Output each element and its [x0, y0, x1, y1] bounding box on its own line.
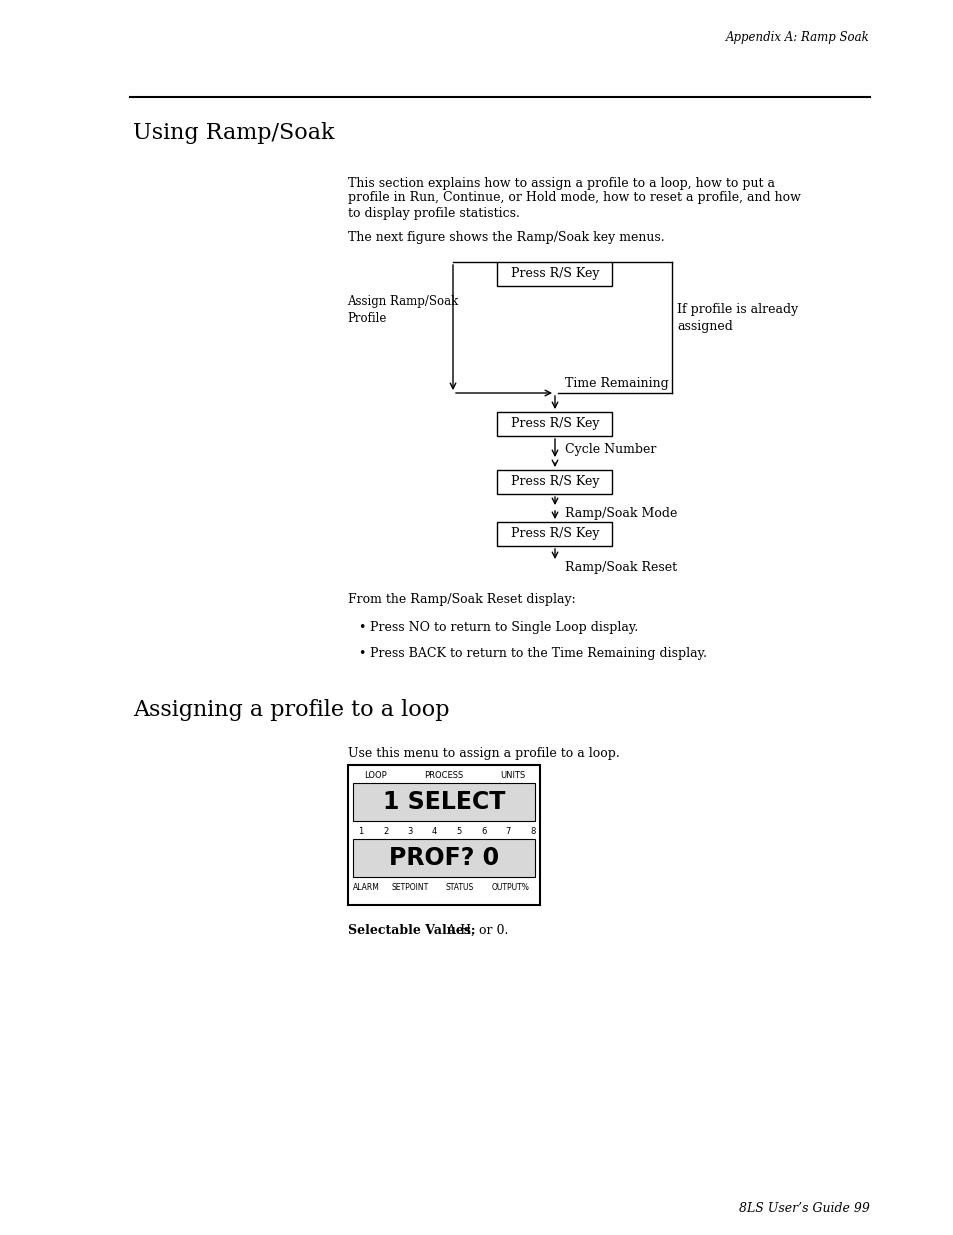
Text: Assign Ramp/Soak
Profile: Assign Ramp/Soak Profile — [347, 295, 457, 325]
Text: If profile is already
assigned: If profile is already assigned — [677, 303, 798, 333]
Text: SETPOINT: SETPOINT — [391, 883, 428, 893]
Text: The next figure shows the Ramp/Soak key menus.: The next figure shows the Ramp/Soak key … — [348, 231, 664, 245]
Text: 2: 2 — [382, 826, 388, 836]
Text: 1 SELECT: 1 SELECT — [382, 790, 505, 814]
Text: Use this menu to assign a profile to a loop.: Use this menu to assign a profile to a l… — [348, 746, 619, 760]
Text: 8LS User’s Guide 99: 8LS User’s Guide 99 — [739, 1202, 869, 1214]
Text: 6: 6 — [480, 826, 486, 836]
Text: Cycle Number: Cycle Number — [564, 443, 656, 457]
Text: Ramp/Soak Mode: Ramp/Soak Mode — [564, 506, 677, 520]
Text: 7: 7 — [505, 826, 511, 836]
Text: 5: 5 — [456, 826, 461, 836]
Text: STATUS: STATUS — [445, 883, 474, 893]
Text: ALARM: ALARM — [353, 883, 379, 893]
Text: Using Ramp/Soak: Using Ramp/Soak — [132, 122, 335, 144]
Text: 1: 1 — [358, 826, 363, 836]
Text: OUTPUT%: OUTPUT% — [492, 883, 529, 893]
Bar — [497, 471, 612, 494]
Text: Ramp/Soak Reset: Ramp/Soak Reset — [564, 561, 677, 573]
Text: 8: 8 — [530, 826, 536, 836]
Text: Press R/S Key: Press R/S Key — [510, 417, 598, 431]
Text: PROF? 0: PROF? 0 — [389, 846, 498, 869]
Text: 4: 4 — [432, 826, 436, 836]
Text: Press BACK to return to the Time Remaining display.: Press BACK to return to the Time Remaini… — [370, 646, 706, 659]
Text: This section explains how to assign a profile to a loop, how to put a: This section explains how to assign a pr… — [348, 177, 774, 189]
Text: UNITS: UNITS — [500, 772, 525, 781]
Bar — [497, 262, 612, 287]
Text: Time Remaining: Time Remaining — [564, 377, 668, 390]
Text: •: • — [357, 646, 365, 659]
Bar — [348, 764, 539, 905]
Text: Press R/S Key: Press R/S Key — [510, 527, 598, 541]
Text: From the Ramp/Soak Reset display:: From the Ramp/Soak Reset display: — [348, 594, 576, 606]
Text: Press R/S Key: Press R/S Key — [510, 475, 598, 489]
Bar — [497, 522, 612, 546]
Bar — [497, 412, 612, 436]
Text: A-H, or 0.: A-H, or 0. — [442, 924, 508, 936]
Text: LOOP: LOOP — [364, 772, 387, 781]
Text: Assigning a profile to a loop: Assigning a profile to a loop — [132, 699, 449, 721]
Text: Appendix A: Ramp Soak: Appendix A: Ramp Soak — [725, 32, 869, 44]
Text: Press NO to return to Single Loop display.: Press NO to return to Single Loop displa… — [370, 621, 638, 635]
Bar — [353, 783, 535, 821]
Text: to display profile statistics.: to display profile statistics. — [348, 206, 519, 220]
Text: •: • — [357, 621, 365, 635]
Text: Selectable Values:: Selectable Values: — [348, 924, 475, 936]
Text: profile in Run, Continue, or Hold mode, how to reset a profile, and how: profile in Run, Continue, or Hold mode, … — [348, 191, 800, 205]
Text: PROCESS: PROCESS — [424, 772, 463, 781]
Text: Press R/S Key: Press R/S Key — [510, 268, 598, 280]
Bar — [353, 839, 535, 877]
Text: 3: 3 — [407, 826, 413, 836]
